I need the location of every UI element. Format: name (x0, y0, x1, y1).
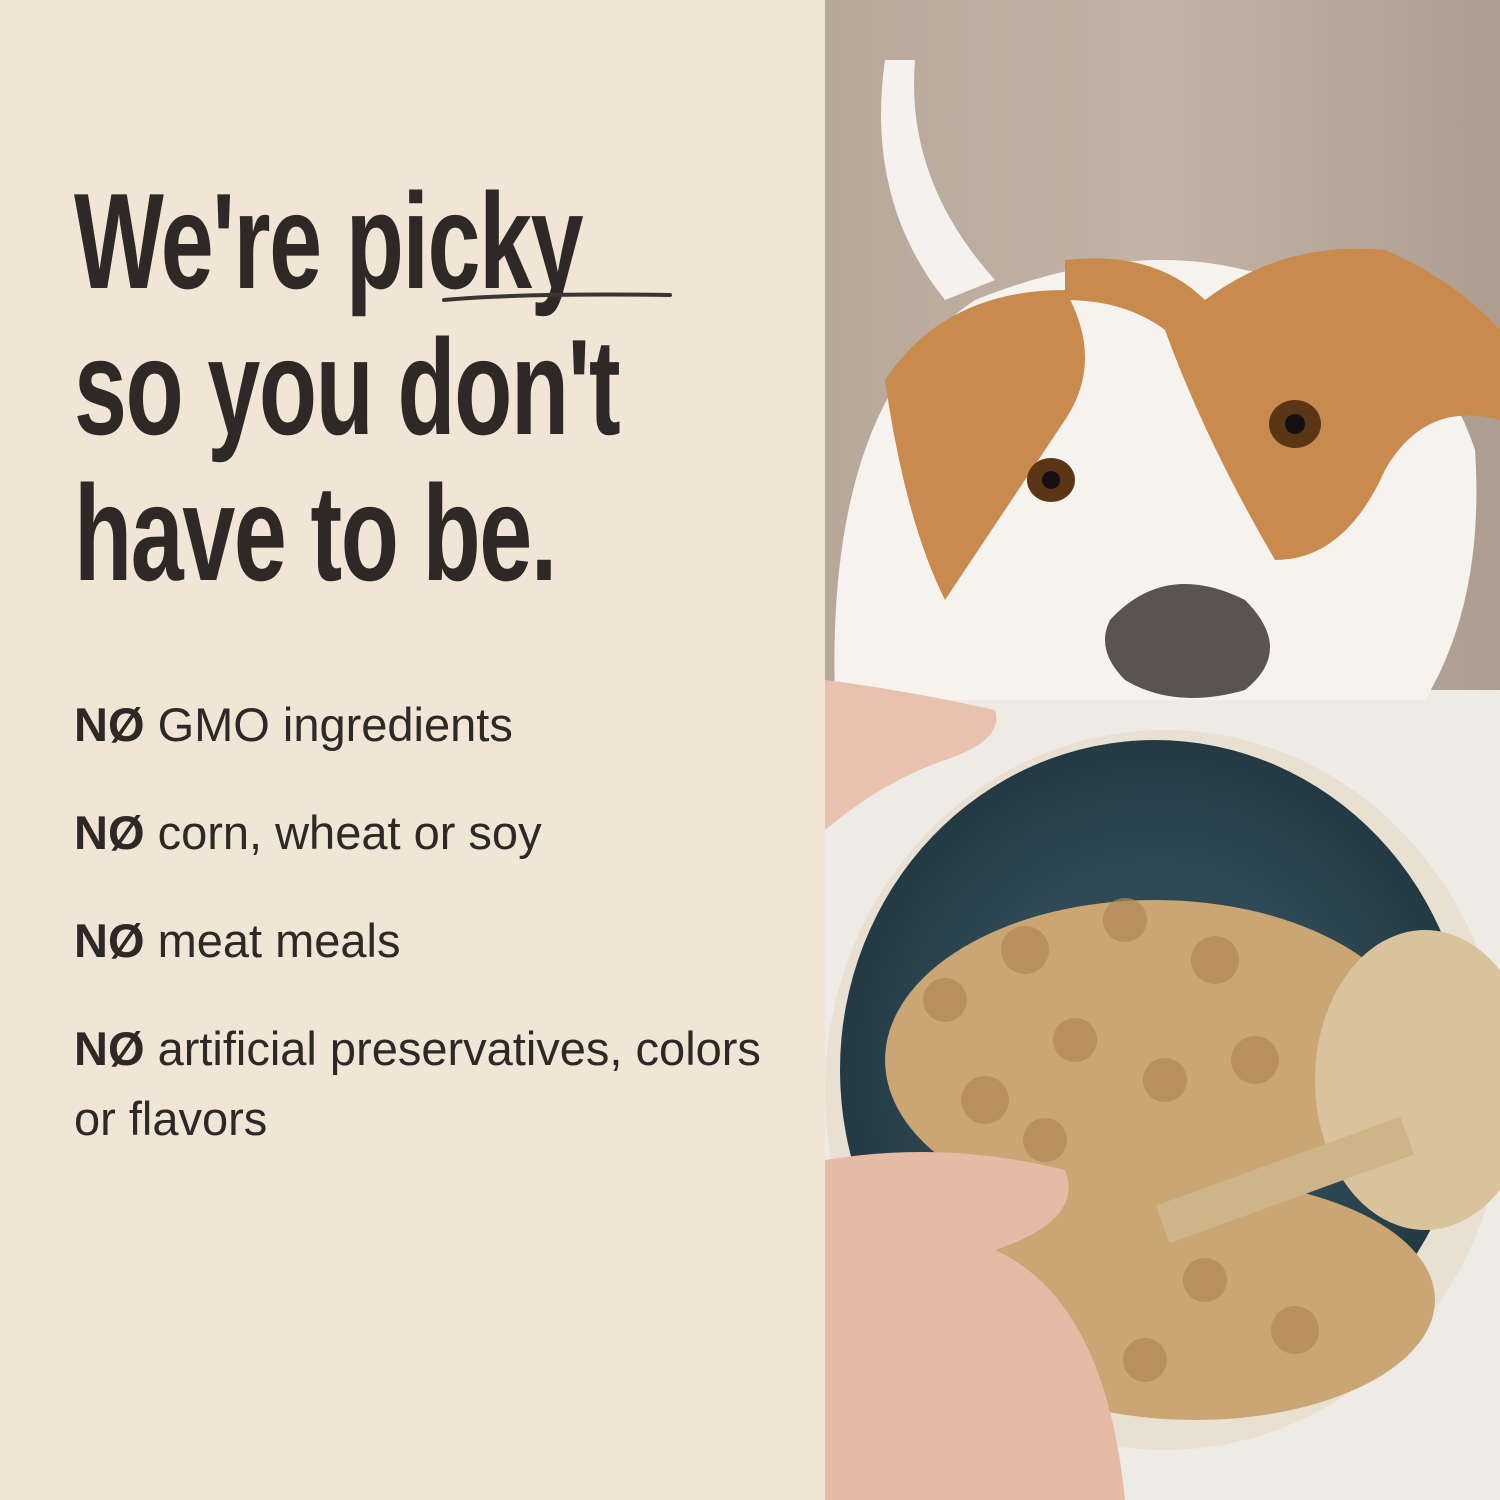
headline-line3: have to be. (74, 457, 557, 609)
claim-item: NØ meat meals (74, 914, 401, 967)
headline-emphasis: picky (345, 165, 584, 317)
headline-line2: so you don't (74, 311, 621, 463)
claim-item: NØ corn, wheat or soy (74, 806, 542, 859)
dog-with-bowl-image (825, 0, 1500, 1500)
claim-item: NØ GMO ingredients (74, 698, 513, 751)
headline-line1: We're (74, 165, 346, 317)
headline: We're picky so you don't have to be. (74, 165, 621, 609)
claims-list: NØ GMO ingredients NØ corn, wheat or soy… (74, 690, 774, 1192)
text-panel: We're picky so you don't have to be. NØ … (74, 165, 774, 1192)
claim-item: NØ artificial preservatives, colors or f… (74, 1022, 761, 1145)
dog-food-photo (825, 0, 1500, 1500)
brush-underline (442, 292, 672, 302)
